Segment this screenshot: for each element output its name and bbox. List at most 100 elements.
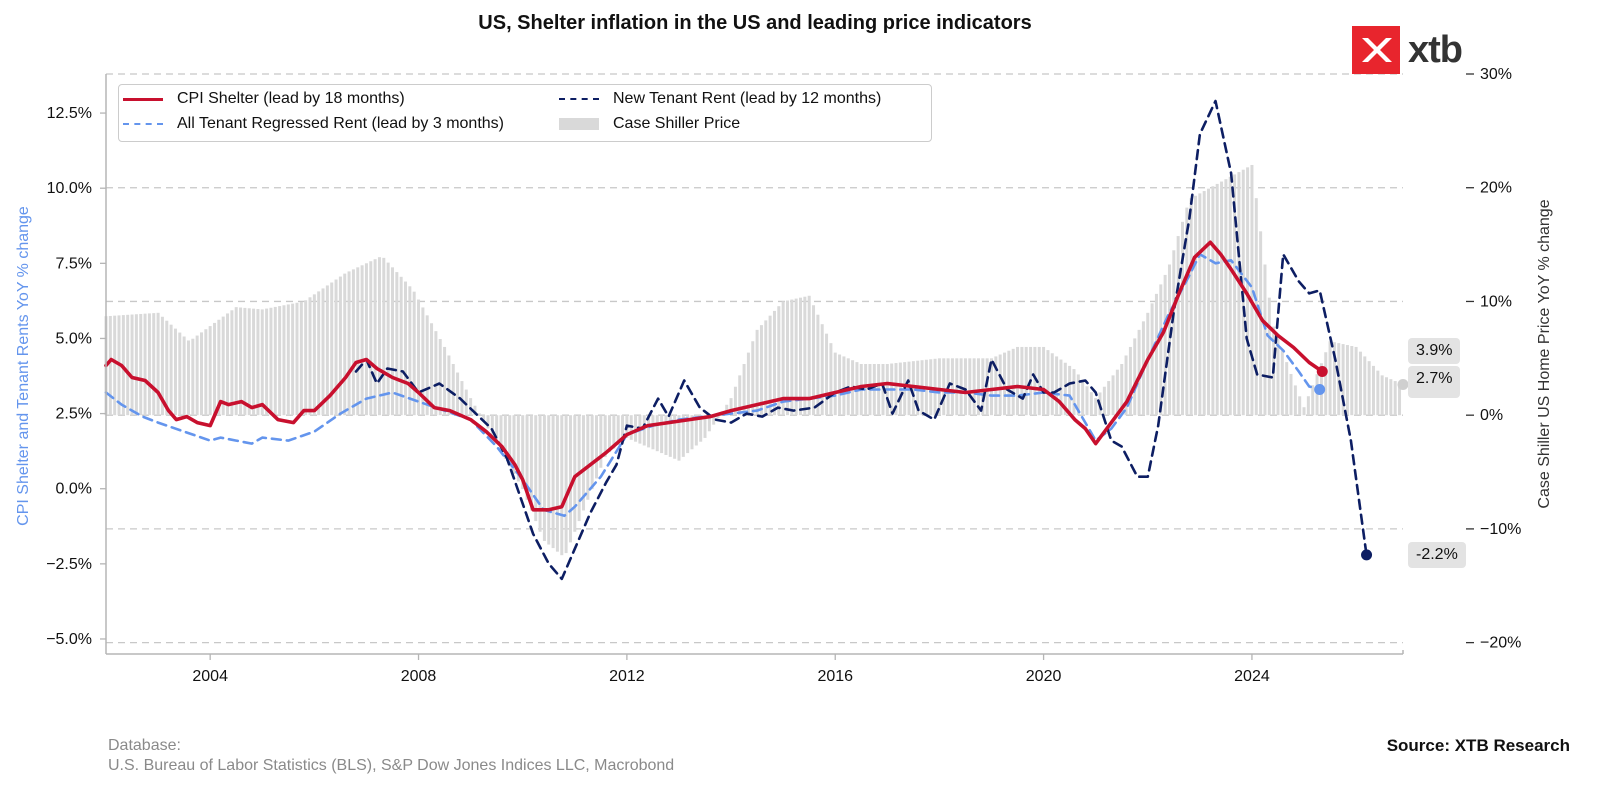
case-shiller-bar (942, 358, 946, 416)
y-right-tick-label: −10% (1480, 521, 1521, 538)
case-shiller-bar (716, 415, 720, 419)
case-shiller-bar (542, 415, 546, 541)
case-shiller-bar (1050, 353, 1054, 416)
case-shiller-bar (1237, 172, 1241, 416)
case-shiller-bar (243, 307, 247, 416)
case-shiller-bar (581, 415, 585, 511)
case-shiller-bar (460, 381, 464, 416)
case-shiller-bar (703, 415, 707, 438)
new-tenant-rent-line (354, 99, 1368, 581)
case-shiller-bar (464, 389, 468, 416)
case-shiller-bar (456, 372, 460, 416)
case-shiller-bar (1059, 359, 1063, 416)
case-shiller-bar (829, 343, 833, 416)
case-shiller-bar (169, 324, 173, 416)
case-shiller-bar (304, 300, 308, 416)
case-shiller-bar (156, 312, 160, 416)
case-shiller-bar (147, 313, 151, 416)
case-shiller-bar (1332, 342, 1336, 416)
case-shiller-bar (386, 262, 390, 416)
case-shiller-bar (408, 286, 412, 416)
case-shiller-bar (239, 307, 243, 416)
case-shiller-bar (1180, 221, 1184, 416)
case-shiller-bar (234, 307, 238, 416)
case-shiller-bar (681, 415, 685, 457)
case-shiller-bar (1115, 369, 1119, 416)
case-shiller-bar (1280, 350, 1284, 416)
case-shiller-bar (894, 363, 898, 416)
y-left-tick-label: 7.5% (56, 255, 92, 272)
case-shiller-bar (937, 358, 941, 416)
case-shiller-bar (343, 273, 347, 416)
case-shiller-bar (534, 415, 538, 522)
case-shiller-bar (434, 331, 438, 416)
case-shiller-bar (1311, 385, 1315, 416)
case-shiller-bar (382, 257, 386, 416)
case-shiller-bar (812, 305, 816, 416)
case-shiller-bar (317, 291, 321, 416)
case-shiller-bar (486, 415, 490, 429)
case-shiller-bar (390, 267, 394, 416)
case-shiller-bar (1202, 191, 1206, 416)
case-shiller-bar (338, 276, 342, 416)
case-shiller-bar (755, 329, 759, 416)
case-shiller-bar (451, 364, 455, 416)
case-shiller-bar (1024, 346, 1028, 416)
case-shiller-bar (1072, 369, 1076, 416)
case-shiller-bar (608, 415, 612, 453)
case-shiller-bar (295, 302, 299, 416)
case-shiller-bar (360, 265, 364, 416)
cpi-shelter-line (104, 240, 1325, 512)
case-shiller-bar (972, 358, 976, 416)
case-shiller-bar (503, 415, 507, 459)
end-label-new-tenant: -2.2% (1408, 541, 1466, 568)
x-tick-label: 2016 (817, 668, 853, 685)
case-shiller-bar (742, 364, 746, 416)
case-shiller-bar (1289, 373, 1293, 416)
case-shiller-bar (191, 338, 195, 416)
y-right-tick-label: 20% (1480, 180, 1512, 197)
case-shiller-bar (265, 308, 269, 416)
footer-database-label: Database: (108, 737, 181, 754)
case-shiller-bar (660, 415, 664, 454)
y-right-tick-label: −20% (1480, 635, 1521, 652)
y-left-tick-label: 5.0% (56, 330, 92, 347)
case-shiller-bar (417, 299, 421, 416)
case-shiller-bar (364, 263, 368, 416)
case-shiller-bar (247, 308, 251, 416)
case-shiller-bar (803, 296, 807, 416)
legend-label-case-shiller: Case Shiller Price (613, 115, 741, 132)
case-shiller-bar (399, 276, 403, 416)
case-shiller-bar (560, 415, 564, 556)
case-shiller-bar (785, 300, 789, 416)
case-shiller-bar (1076, 374, 1080, 416)
case-shiller-bar (1128, 346, 1132, 416)
xtb-logo-mark (1352, 26, 1400, 74)
case-shiller-bar (1150, 303, 1154, 416)
case-shiller-bar (1215, 183, 1219, 416)
case-shiller-bar (586, 415, 590, 500)
legend-swatch-cpi-shelter (123, 98, 163, 101)
case-shiller-bar (208, 326, 212, 416)
case-shiller-bar (621, 415, 625, 442)
case-shiller-bar (686, 415, 690, 454)
case-shiller-bar (1189, 198, 1193, 416)
case-shiller-bar (321, 288, 325, 416)
footer-source: Source: XTB Research (1386, 736, 1570, 755)
xtb-logo: xtb (1352, 26, 1472, 74)
cpi-shelter-end-marker (1316, 366, 1328, 378)
case-shiller-bar (195, 335, 199, 416)
case-shiller-bar (1345, 345, 1349, 416)
case-shiller-bar (312, 294, 316, 416)
case-shiller-bar (729, 398, 733, 416)
case-shiller-bar (647, 415, 651, 448)
case-shiller-bar (746, 352, 750, 416)
case-shiller-bar (143, 313, 147, 416)
case-shiller-bar (412, 291, 416, 416)
case-shiller-bar (425, 315, 429, 416)
case-shiller-bar (1037, 346, 1041, 416)
case-shiller-bar (160, 316, 164, 416)
legend-label-cpi-shelter: CPI Shelter (lead by 18 months) (177, 90, 405, 107)
case-shiller-bar (1016, 346, 1020, 416)
case-shiller-bar (594, 415, 598, 479)
